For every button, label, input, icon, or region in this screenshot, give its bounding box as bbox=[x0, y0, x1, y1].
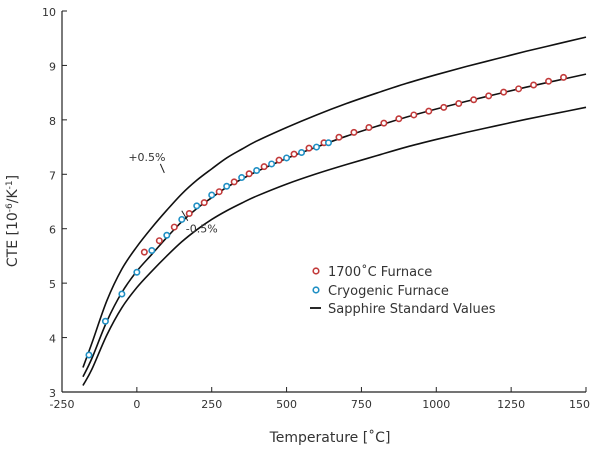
cryogenic-furnace-point bbox=[85, 351, 93, 359]
furnace-1700-point bbox=[335, 133, 343, 141]
x-tick-label: 1250 bbox=[497, 398, 525, 411]
y-axis-title-end: ] bbox=[5, 175, 21, 180]
legend: 1700˚C Furnace Cryogenic Furnace Sapphir… bbox=[310, 264, 496, 317]
annotation-plus-label: +0.5% bbox=[128, 151, 165, 164]
x-tick-label: 0 bbox=[133, 398, 140, 411]
furnace-1700-point bbox=[305, 144, 313, 152]
cryogenic-furnace-point bbox=[118, 290, 126, 298]
y-tick-label: 9 bbox=[49, 60, 56, 73]
furnace-1700-point bbox=[485, 92, 493, 100]
furnace-1700-point bbox=[455, 100, 463, 108]
furnace-1700-point bbox=[560, 73, 568, 81]
furnace-1700-point bbox=[140, 248, 148, 256]
furnace-1700-point bbox=[260, 163, 268, 171]
furnace-1700-point bbox=[185, 209, 193, 217]
furnace-1700-point bbox=[470, 96, 478, 104]
annotation-plus-leader bbox=[159, 163, 165, 174]
y-axis-title-mid: /K bbox=[5, 189, 21, 204]
legend-marker-cryogenic-furnace bbox=[312, 286, 320, 294]
y-tick-label: 7 bbox=[49, 169, 56, 182]
plot-area bbox=[82, 36, 587, 386]
legend-label-cryogenic-furnace: Cryogenic Furnace bbox=[328, 284, 449, 299]
y-tick-label: 6 bbox=[49, 224, 56, 237]
y-axis-title-exp1: -6 bbox=[5, 203, 15, 212]
furnace-1700-point bbox=[425, 107, 433, 115]
furnace-1700-point bbox=[530, 81, 538, 89]
y-axis-title-exp2: -1 bbox=[5, 180, 15, 189]
cryogenic-furnace-point bbox=[268, 160, 276, 168]
annotation-minus-label: -0.5% bbox=[186, 223, 218, 236]
x-tick-label: -250 bbox=[50, 398, 75, 411]
y-tick-label: 8 bbox=[49, 115, 56, 128]
furnace-1700-point bbox=[365, 123, 373, 131]
furnace-1700-point bbox=[545, 77, 553, 85]
annotations: +0.5% -0.5% bbox=[128, 151, 217, 236]
y-tick-label: 5 bbox=[49, 278, 56, 291]
x-tick-label: 750 bbox=[351, 398, 372, 411]
furnace-1700-point bbox=[275, 156, 283, 164]
furnace-1700-point bbox=[245, 170, 253, 178]
furnace-1700-point bbox=[515, 85, 523, 93]
cryogenic-furnace-point bbox=[223, 182, 231, 190]
y-tick-label: 4 bbox=[49, 333, 56, 346]
cryogenic-furnace-point bbox=[133, 268, 141, 276]
cryogenic-furnace-point bbox=[253, 166, 261, 174]
furnace-1700-point bbox=[380, 119, 388, 127]
cryogenic-furnace-point bbox=[208, 191, 216, 199]
axes bbox=[61, 11, 586, 393]
y-tick-label: 3 bbox=[49, 387, 56, 400]
furnace-1700-point bbox=[230, 178, 238, 186]
cryogenic-furnace-point bbox=[178, 215, 186, 223]
legend-marker-1700-furnace bbox=[312, 267, 320, 275]
y-axis-title-main: CTE [10 bbox=[5, 212, 21, 267]
sapphire-standard-line bbox=[82, 73, 587, 378]
y-tick-label: 10 bbox=[42, 6, 56, 19]
furnace-1700-point bbox=[350, 128, 358, 136]
x-tick-label: 1000 bbox=[422, 398, 450, 411]
furnace-1700-point bbox=[155, 237, 163, 245]
furnace-1700-point bbox=[500, 88, 508, 96]
lower-envelope-line bbox=[82, 106, 587, 386]
cryogenic-furnace-point bbox=[101, 317, 109, 325]
upper-envelope-line bbox=[82, 36, 587, 368]
furnace-1700-point bbox=[410, 111, 418, 119]
annotation-minus-leader bbox=[181, 210, 189, 221]
furnace-1700-point bbox=[440, 103, 448, 111]
x-axis-title: Temperature [˚C] bbox=[269, 429, 391, 446]
cryogenic-furnace-point bbox=[238, 174, 246, 182]
cryogenic-furnace-point bbox=[324, 139, 332, 147]
y-axis-title: CTE [10-6/K-1] bbox=[5, 175, 21, 267]
cryogenic-furnace-point bbox=[313, 143, 321, 151]
x-tick-label: 500 bbox=[276, 398, 297, 411]
legend-label-sapphire-standard: Sapphire Standard Values bbox=[328, 302, 496, 317]
cryogenic-furnace-point bbox=[193, 202, 201, 210]
ticks: -250 0 250 500 750 1000 1250 150 3 4 5 6 7 8 9 10 bbox=[42, 6, 590, 411]
x-tick-label: 150 bbox=[569, 398, 590, 411]
furnace-1700-point bbox=[395, 115, 403, 123]
x-tick-label: 250 bbox=[201, 398, 222, 411]
furnace-1700-point bbox=[290, 150, 298, 158]
cryogenic-furnace-point bbox=[148, 246, 156, 254]
legend-label-1700-furnace: 1700˚C Furnace bbox=[328, 264, 432, 280]
cryogenic-furnace-point bbox=[283, 154, 291, 162]
cryogenic-furnace-point bbox=[163, 231, 171, 239]
furnace-1700-point bbox=[200, 199, 208, 207]
furnace-1700-point bbox=[170, 223, 178, 231]
cryogenic-furnace-point bbox=[298, 149, 306, 157]
furnace-1700-point bbox=[215, 188, 223, 196]
